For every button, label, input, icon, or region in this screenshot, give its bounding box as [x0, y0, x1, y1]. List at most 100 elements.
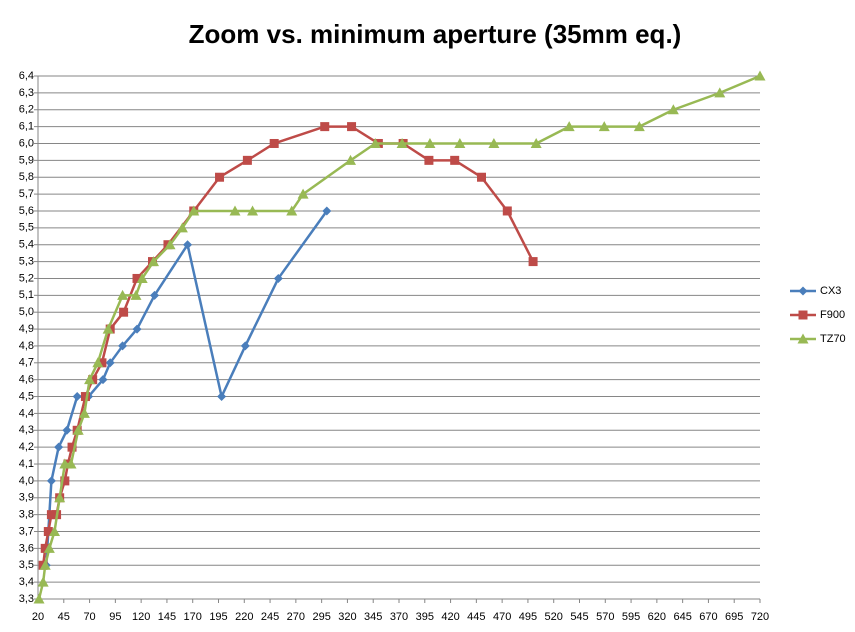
- y-tick-label: 4,8: [19, 340, 34, 352]
- marker: [240, 341, 250, 351]
- x-tick-label: 420: [441, 611, 459, 623]
- marker: [269, 138, 279, 148]
- marker: [798, 310, 808, 320]
- marker: [477, 172, 487, 182]
- marker: [297, 188, 309, 199]
- x-tick-label: 20: [32, 611, 44, 623]
- marker: [528, 257, 538, 267]
- marker: [563, 121, 575, 132]
- marker: [502, 206, 512, 216]
- marker: [39, 559, 51, 570]
- marker: [43, 542, 55, 553]
- marker: [369, 137, 381, 148]
- y-tick-label: 5,9: [19, 154, 34, 166]
- y-tick-label: 4,0: [19, 475, 34, 487]
- marker: [176, 222, 188, 233]
- x-tick-label: 695: [725, 611, 743, 623]
- marker: [714, 87, 726, 98]
- marker: [102, 323, 114, 334]
- marker: [247, 205, 259, 216]
- marker: [217, 392, 227, 402]
- marker: [667, 104, 679, 115]
- y-tick-label: 3,8: [19, 509, 34, 521]
- y-tick-label: 4,2: [19, 441, 34, 453]
- marker: [633, 121, 645, 132]
- x-tick-label: 220: [235, 611, 253, 623]
- y-tick-label: 6,2: [19, 104, 34, 116]
- y-tick-label: 4,4: [19, 407, 34, 419]
- x-tick-label: 320: [338, 611, 356, 623]
- marker: [347, 122, 357, 132]
- marker: [37, 576, 49, 587]
- y-tick-label: 3,3: [19, 593, 34, 605]
- y-tick-label: 5,0: [19, 306, 34, 318]
- y-tick-label: 5,5: [19, 222, 34, 234]
- x-tick-label: 295: [312, 611, 330, 623]
- chart-title: Zoom vs. minimum aperture (35mm eq.): [189, 19, 682, 49]
- marker: [273, 273, 283, 283]
- marker: [132, 324, 142, 334]
- legend-label: TZ70: [820, 333, 846, 345]
- y-tick-label: 6,4: [19, 70, 34, 82]
- marker: [345, 154, 357, 165]
- x-tick-label: 470: [493, 611, 511, 623]
- marker: [65, 458, 77, 469]
- y-tick-label: 4,7: [19, 357, 34, 369]
- marker: [598, 121, 610, 132]
- x-tick-label: 445: [467, 611, 485, 623]
- y-tick-label: 6,1: [19, 121, 34, 133]
- marker: [117, 289, 129, 300]
- x-tick-label: 570: [596, 611, 614, 623]
- x-tick-label: 670: [699, 611, 717, 623]
- marker: [754, 70, 766, 81]
- marker: [530, 137, 542, 148]
- y-tick-label: 4,1: [19, 458, 34, 470]
- x-tick-label: 120: [132, 611, 150, 623]
- marker: [136, 272, 148, 283]
- y-tick-label: 5,2: [19, 272, 34, 284]
- x-tick-label: 370: [390, 611, 408, 623]
- legend-label: CX3: [820, 285, 841, 297]
- marker: [72, 424, 84, 435]
- marker: [164, 239, 176, 250]
- marker: [49, 526, 61, 537]
- x-tick-label: 720: [751, 611, 769, 623]
- marker: [454, 137, 466, 148]
- y-tick-label: 6,0: [19, 137, 34, 149]
- x-tick-label: 645: [673, 611, 691, 623]
- x-tick-label: 520: [545, 611, 563, 623]
- y-tick-label: 4,5: [19, 390, 34, 402]
- x-tick-label: 345: [364, 611, 382, 623]
- x-tick-label: 545: [570, 611, 588, 623]
- x-tick-label: 170: [184, 611, 202, 623]
- marker: [188, 205, 200, 216]
- y-tick-label: 5,7: [19, 188, 34, 200]
- x-tick-label: 145: [158, 611, 176, 623]
- y-tick-label: 3,4: [19, 576, 34, 588]
- series-line: [37, 74, 761, 600]
- marker: [105, 358, 115, 368]
- series-line: [45, 210, 328, 566]
- marker: [183, 240, 193, 250]
- marker: [396, 137, 408, 148]
- marker: [72, 392, 82, 402]
- x-tick-label: 395: [416, 611, 434, 623]
- marker: [286, 205, 298, 216]
- marker: [424, 137, 436, 148]
- x-tick-label: 70: [83, 611, 95, 623]
- x-tick-label: 495: [519, 611, 537, 623]
- y-tick-label: 3,6: [19, 542, 34, 554]
- marker: [119, 307, 129, 317]
- y-tick-label: 4,3: [19, 424, 34, 436]
- x-tick-label: 45: [58, 611, 70, 623]
- marker: [150, 290, 160, 300]
- marker: [92, 357, 104, 368]
- legend-label: F900: [820, 309, 845, 321]
- marker: [450, 155, 460, 165]
- x-tick-label: 195: [209, 611, 227, 623]
- marker: [98, 375, 108, 385]
- marker: [242, 155, 252, 165]
- marker: [229, 205, 241, 216]
- x-tick-label: 95: [109, 611, 121, 623]
